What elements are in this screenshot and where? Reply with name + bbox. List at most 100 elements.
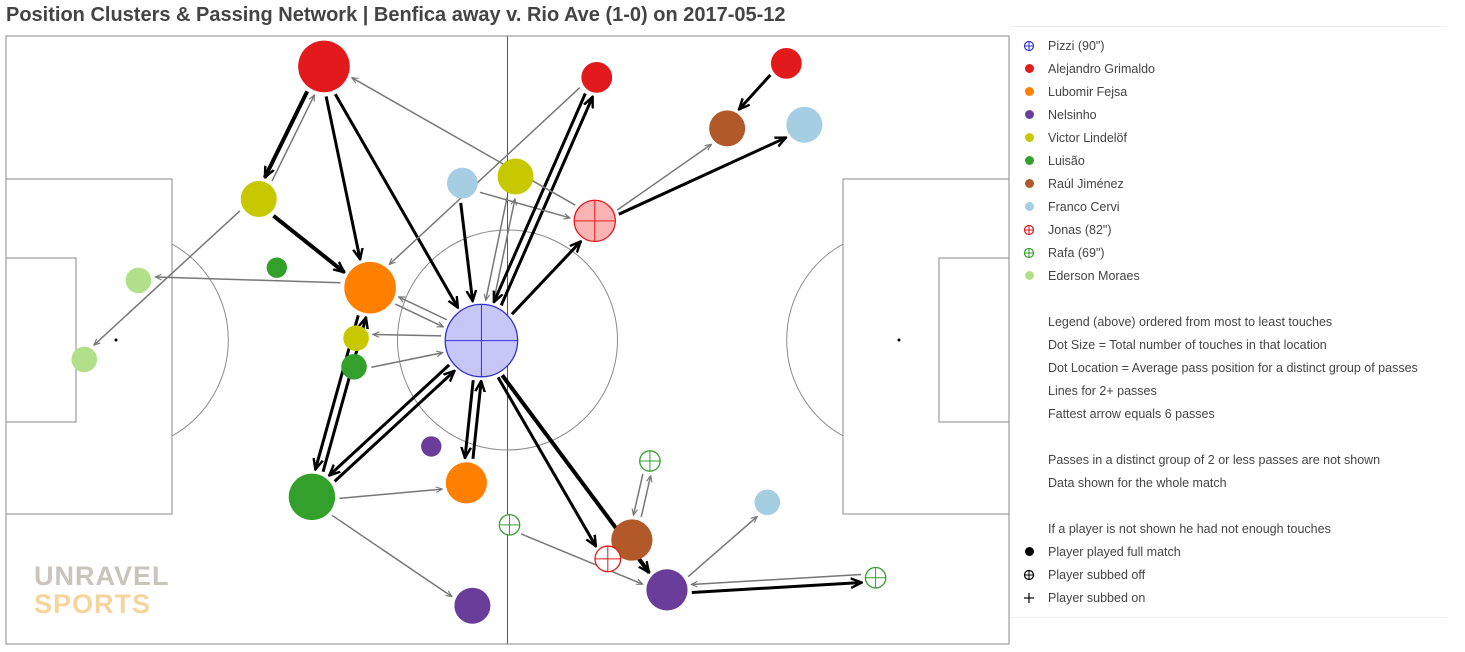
left-six-yard-box [5,257,77,423]
player-cluster-dot [446,167,478,199]
pass-arrow [334,93,458,308]
subbed-off-marker-icon [1022,223,1036,237]
note-text: Data shown for the whole match [1048,475,1227,490]
pass-arrow [339,489,442,500]
pass-arrow [687,516,757,578]
player-cluster-dot [646,569,688,611]
legend-item-cervi: Franco Cervi [1010,195,1120,218]
player-cluster-dot [770,47,802,79]
legend-label: Franco Cervi [1048,199,1120,214]
pass-arrow [394,303,443,328]
pass-arrow [492,199,515,303]
pass-arrow [155,277,341,284]
player-cluster-dot [71,346,98,373]
note-text: Passes in a distinct group of 2 or less … [1048,452,1381,467]
player-cluster-dot [298,40,350,93]
dot-icon [1022,177,1036,191]
player-cluster-dot [581,61,613,93]
pass-arrow [329,363,451,476]
player-cluster-dot [343,325,369,351]
player-cluster-dot [421,436,442,457]
dot-icon [1022,62,1036,76]
plus-icon [1022,591,1036,605]
player-cluster-dot [445,462,487,504]
player-cluster-dot [754,489,781,516]
centre-circle [397,229,618,451]
dot-icon [1022,108,1036,122]
note-text: Dot Location = Average pass position for… [1048,360,1418,375]
pass-arrow [691,573,862,585]
right-six-yard-box [938,257,1010,423]
legend-label: Ederson Moraes [1048,268,1140,283]
pass-arrow [352,78,576,206]
legend-note: Legend (above) ordered from most to leas… [1010,310,1332,333]
player-cluster-dot [344,261,396,314]
pass-arrow [499,97,595,306]
player-cluster-dot [266,257,288,278]
note-text: If a player is not shown he had not enou… [1048,521,1331,536]
player-cluster-dot [288,473,336,521]
legend-note: Passes in a distinct group of 2 or less … [1010,448,1380,471]
legend-item-ederson: Ederson Moraes [1010,264,1140,287]
right-penalty-area [842,178,1010,515]
pass-arrow [371,353,443,369]
pass-arrow [465,380,475,458]
pass-arrow [633,473,644,515]
pass-arrow [471,381,481,459]
right-penalty-arc [786,243,844,437]
pass-arrow [496,376,596,546]
note-text: Legend (above) ordered from most to leas… [1048,314,1333,329]
player-cluster-dot [497,158,534,195]
pass-arrow [389,87,581,265]
pass-arrow [691,583,862,594]
chart-title: Position Clusters & Passing Network | Be… [6,4,786,26]
legend-item-jimenez: Raúl Jiménez [1010,172,1124,195]
player-cluster-dot [786,106,823,143]
pass-arrow [373,335,442,336]
legend-item-luisao: Luisão [1010,149,1085,172]
pass-arrow [324,96,360,259]
pass-arrow [739,74,772,109]
pass-arrow [616,144,711,211]
legend-label: Luisão [1048,153,1085,168]
pass-arrow [479,191,570,218]
legend-label: Raúl Jiménez [1048,176,1124,191]
dot-icon [1022,200,1036,214]
legend-item-rafa: Rafa (69") [1010,241,1105,264]
player-cluster-dot [125,267,152,294]
subbed-off-icon [1022,568,1036,582]
pass-arrow [263,90,310,177]
legend-key-subbed-off: Player subbed off [1010,563,1145,586]
pass-arrow [492,92,587,303]
right-penalty-spot [897,338,901,342]
key-text: Player subbed off [1048,567,1146,582]
dot-icon [1022,85,1036,99]
pass-arrow [459,202,473,301]
legend-label: Nelsinho [1048,107,1097,122]
subbed-off-marker-icon [1022,39,1036,53]
unravel-sports-logo: UNRAVEL SPORTS [34,562,170,618]
pass-arrow [333,371,455,483]
player-cluster-dot [341,353,367,380]
full-match-dot-icon [1022,545,1036,559]
legend-note: Data shown for the whole match [1010,471,1227,494]
logo-line-1: UNRAVEL [34,561,170,591]
legend-note: Dot Location = Average pass position for… [1010,356,1418,379]
pass-arrow [399,296,448,321]
player-cluster-dot [240,180,277,217]
note-text: Lines for 2+ passes [1048,383,1157,398]
player-cluster-dot [611,519,653,561]
legend-label: Jonas (82") [1048,222,1112,237]
legend: Pizzi (90") Alejandro Grimaldo Lubomir F… [1010,26,1447,618]
note-text: Fattest arrow equals 6 passes [1048,406,1215,421]
logo-line-2: SPORTS [34,589,152,619]
pitch-chart [5,35,1010,645]
legend-note: If a player is not shown he had not enou… [1010,517,1331,540]
legend-key-subbed-on: Player subbed on [1010,586,1145,609]
legend-key-full: Player played full match [1010,540,1181,563]
legend-label: Lubomir Fejsa [1048,84,1128,99]
subbed-off-marker-icon [1022,246,1036,260]
legend-label: Pizzi (90") [1048,38,1105,53]
legend-item-pizzi: Pizzi (90") [1010,34,1105,57]
legend-item-fejsa: Lubomir Fejsa [1010,80,1127,103]
